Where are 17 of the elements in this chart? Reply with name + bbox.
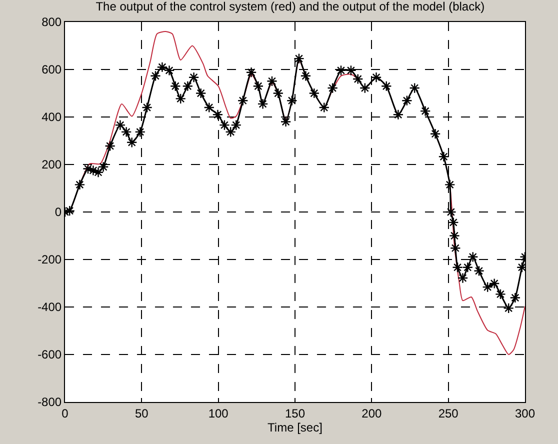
x-tick-label: 300 (514, 406, 536, 420)
y-tick-label: 600 (42, 62, 62, 77)
y-tick-label: 400 (42, 110, 62, 124)
y-tick-label: -800 (38, 395, 62, 410)
y-tick-label: 200 (42, 158, 62, 172)
x-tick-label: 100 (208, 406, 229, 420)
x-tick-label: 150 (284, 406, 306, 420)
x-axis-title: Time [sec] (268, 420, 322, 434)
y-tick-label: -400 (38, 300, 62, 314)
chart-title: The output of the control system (red) and the output of the model (black) (96, 0, 485, 14)
x-tick-label: 250 (438, 406, 459, 420)
x-tick-label: 50 (134, 406, 149, 420)
x-tick-label: 200 (362, 406, 382, 420)
y-tick-label: -600 (38, 348, 62, 362)
y-tick-label: -200 (38, 252, 62, 267)
y-tick-label: 0 (54, 205, 62, 220)
y-tick-label: 800 (42, 15, 62, 30)
